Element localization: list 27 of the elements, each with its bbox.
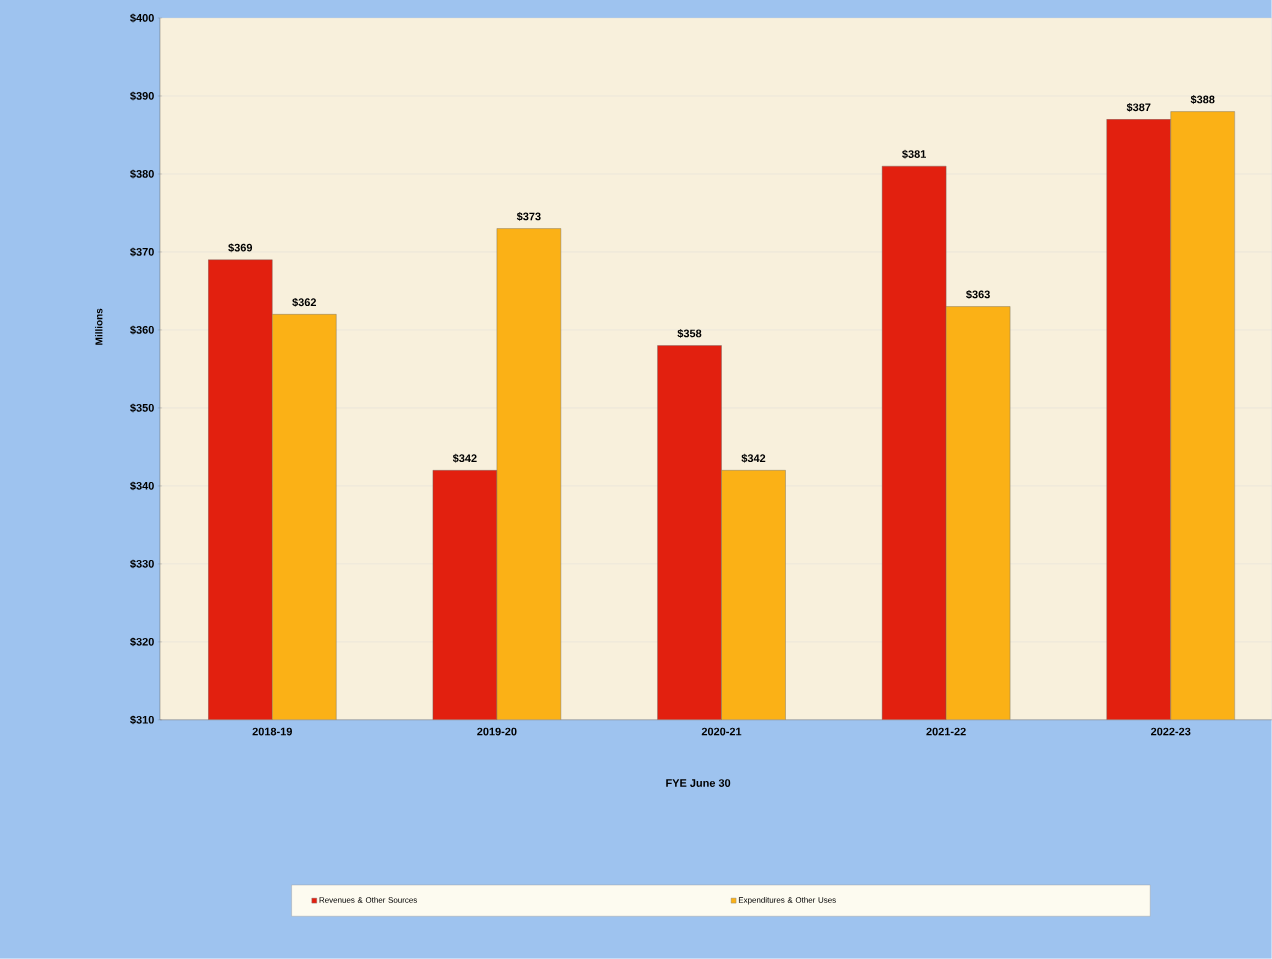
data-label: $373 bbox=[516, 212, 541, 222]
x-tick-label: 2021-22 bbox=[926, 727, 966, 736]
x-axis-title: FYE June 30 bbox=[666, 779, 731, 787]
y-tick-label: $330 bbox=[130, 559, 154, 569]
x-tick-label: 2018-19 bbox=[252, 727, 292, 736]
y-tick-label: $390 bbox=[130, 91, 154, 101]
data-label: $387 bbox=[1126, 103, 1151, 112]
y-tick-label: $310 bbox=[130, 715, 154, 725]
y-tick-label: $370 bbox=[130, 247, 154, 257]
data-label: $362 bbox=[292, 297, 317, 307]
data-label: $358 bbox=[677, 329, 702, 339]
data-label: $363 bbox=[966, 290, 990, 300]
y-axis-title: Millions bbox=[95, 308, 103, 345]
x-tick-label: 2019-20 bbox=[477, 727, 517, 736]
y-tick-label: $340 bbox=[130, 481, 154, 491]
y-tick-label: $380 bbox=[130, 169, 154, 179]
data-label: $342 bbox=[452, 453, 477, 463]
y-tick-label: $360 bbox=[130, 325, 154, 335]
data-label: $342 bbox=[741, 453, 766, 463]
y-tick-label: $400 bbox=[130, 13, 154, 23]
data-label: $388 bbox=[1190, 95, 1215, 105]
y-tick-label: $320 bbox=[130, 637, 154, 647]
data-label: $369 bbox=[228, 243, 253, 253]
y-tick-label: $350 bbox=[130, 403, 154, 413]
data-label: $381 bbox=[902, 149, 926, 159]
x-tick-label: 2022-23 bbox=[1151, 727, 1191, 736]
x-tick-label: 2020-21 bbox=[701, 727, 742, 736]
